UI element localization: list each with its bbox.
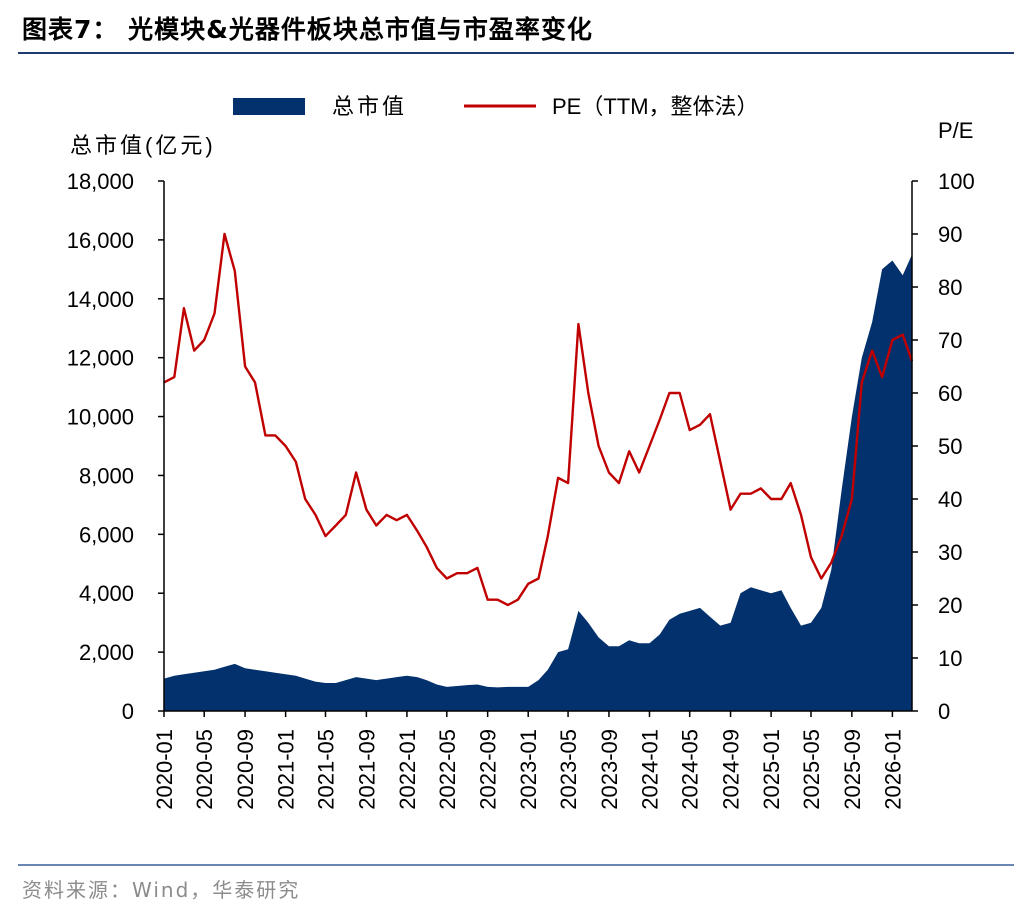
- left-axis-title: 总市值(亿元): [70, 133, 216, 158]
- left-tick-label: 4,000: [79, 581, 134, 606]
- market-cap-area: [164, 254, 912, 711]
- x-tick-label: 2021-05: [314, 729, 339, 810]
- x-tick-label: 2022-09: [476, 729, 501, 810]
- right-tick-label: 90: [938, 222, 962, 247]
- legend-swatch-market-cap: [233, 98, 305, 115]
- x-tick-label: 2020-05: [192, 729, 217, 810]
- right-tick-label: 30: [938, 540, 962, 565]
- right-tick-label: 80: [938, 275, 962, 300]
- legend-label-market-cap: 总市值: [332, 94, 407, 119]
- figure-title: 图表7： 光模块&光器件板块总市值与市盈率变化: [22, 15, 593, 44]
- left-tick-label: 12,000: [67, 346, 134, 371]
- plot-area: [163, 232, 914, 711]
- x-tick-label: 2025-01: [759, 729, 784, 810]
- right-tick-label: 50: [938, 434, 962, 459]
- x-tick-label: 2024-05: [678, 729, 703, 810]
- x-tick-label: 2023-01: [516, 729, 541, 810]
- right-tick-label: 20: [938, 593, 962, 618]
- x-tick-label: 2021-09: [354, 729, 379, 810]
- x-tick-label: 2023-09: [597, 729, 622, 810]
- left-tick-label: 18,000: [67, 169, 134, 194]
- x-tick-label: 2022-05: [435, 729, 460, 810]
- pe-line: [163, 232, 914, 607]
- left-tick-label: 14,000: [67, 287, 134, 312]
- right-tick-label: 10: [938, 646, 962, 671]
- x-tick-label: 2025-09: [840, 729, 865, 810]
- chart: 总市值 PE（TTM，整体法） 总市值(亿元) P/E 0 2,000 4,000 6…: [67, 94, 975, 810]
- left-tick-label: 16,000: [67, 228, 134, 253]
- right-axis-title: P/E: [938, 118, 973, 143]
- title-divider: [18, 52, 1014, 54]
- x-tick-label: 2024-09: [719, 729, 744, 810]
- right-tick-label: 40: [938, 487, 962, 512]
- left-tick-label: 0: [122, 699, 134, 724]
- x-tick-label: 2025-05: [799, 729, 824, 810]
- axes: 0 2,000 4,000 6,000 8,000 10,000 12,000 14,000 1…: [67, 169, 975, 810]
- x-tick-label: 2020-09: [233, 729, 258, 810]
- legend: 总市值 PE（TTM，整体法）: [233, 94, 759, 119]
- source-note: 资料来源：Wind，华泰研究: [22, 878, 301, 902]
- x-tick-label: 2020-01: [152, 729, 177, 810]
- right-tick-label: 60: [938, 381, 962, 406]
- left-tick-label: 2,000: [79, 640, 134, 665]
- x-tick-label: 2024-01: [638, 729, 663, 810]
- x-tick-label: 2026-01: [880, 729, 905, 810]
- right-tick-label: 70: [938, 328, 962, 353]
- left-tick-label: 8,000: [79, 463, 134, 488]
- x-tick-label: 2023-05: [556, 729, 581, 810]
- source-divider: [18, 864, 1014, 866]
- right-tick-label: 0: [938, 699, 950, 724]
- legend-label-pe: PE（TTM，整体法）: [552, 94, 759, 119]
- right-tick-label: 100: [938, 169, 975, 194]
- left-tick-label: 6,000: [79, 522, 134, 547]
- left-tick-label: 10,000: [67, 405, 134, 430]
- x-tick-label: 2021-01: [274, 729, 299, 810]
- x-tick-label: 2022-01: [395, 729, 420, 810]
